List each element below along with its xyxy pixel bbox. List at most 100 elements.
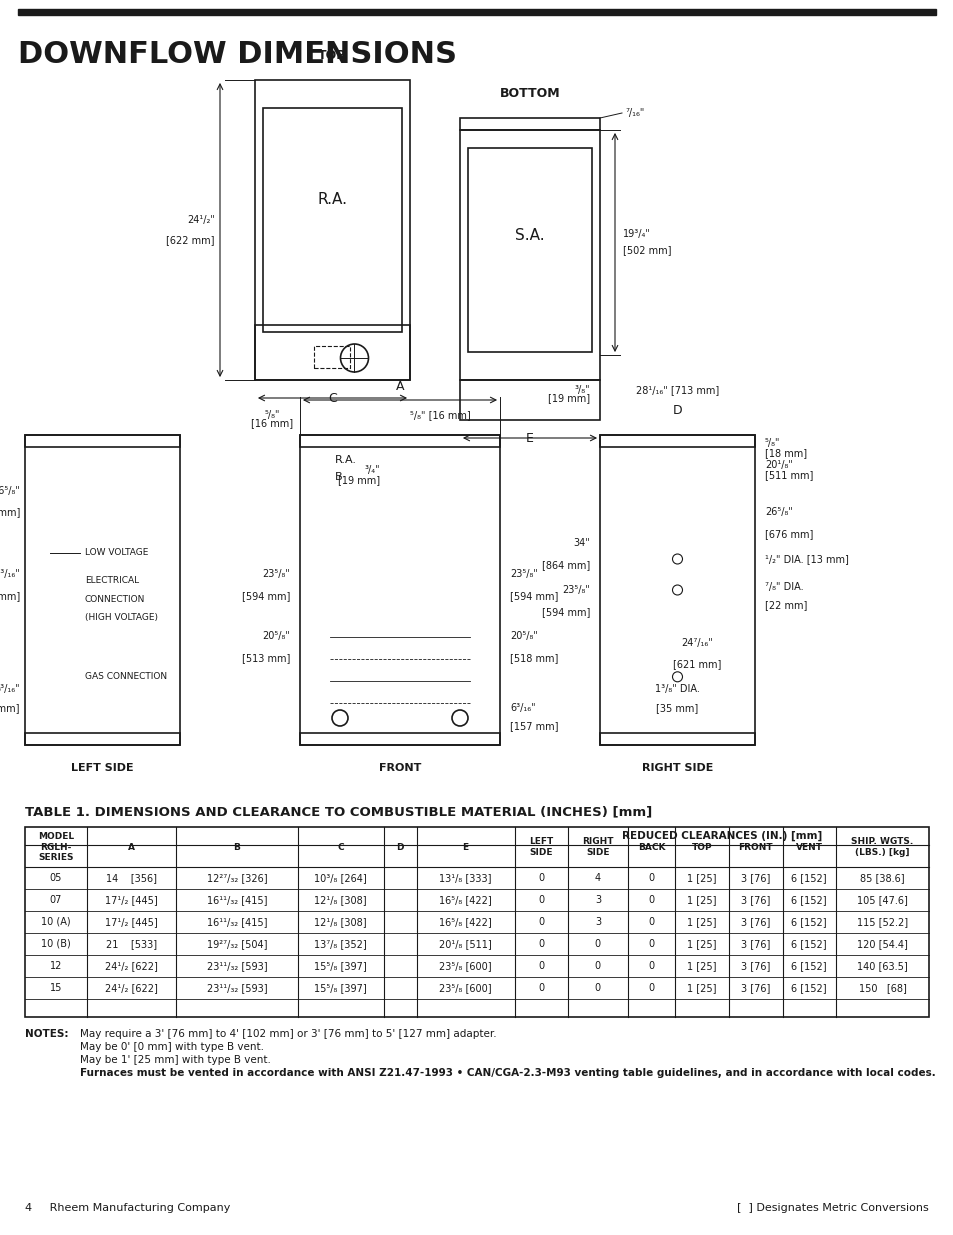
Text: 10 (B): 10 (B) [41, 939, 71, 948]
Text: 19²⁷/₃₂ [504]: 19²⁷/₃₂ [504] [207, 939, 267, 948]
Bar [25, 435, 180, 745]
Text: [518 mm]: [518 mm] [510, 653, 558, 663]
Text: LEFT SIDE: LEFT SIDE [71, 763, 133, 773]
Text: FRONT: FRONT [738, 842, 772, 851]
Text: 26⁵/₈": 26⁵/₈" [0, 485, 20, 495]
Text: R.A.: R.A. [335, 454, 356, 466]
Text: [35 mm]: [35 mm] [656, 703, 698, 713]
Text: 16¹¹/₃₂ [415]: 16¹¹/₃₂ [415] [207, 918, 267, 927]
Text: 16⁵/₈ [422]: 16⁵/₈ [422] [438, 918, 492, 927]
Text: [681 mm]: [681 mm] [0, 592, 20, 601]
Text: 23⁵/₈": 23⁵/₈" [561, 585, 589, 595]
Text: GAS CONNECTION: GAS CONNECTION [85, 672, 167, 682]
Text: 115 [52.2]: 115 [52.2] [856, 918, 907, 927]
Text: RIGHT
SIDE: RIGHT SIDE [581, 837, 613, 857]
Text: 24¹/₂": 24¹/₂" [187, 215, 214, 225]
Text: ³/₈": ³/₈" [574, 385, 589, 395]
Bar [599, 734, 754, 745]
Text: ⁷/₁₆": ⁷/₁₆" [624, 107, 643, 119]
Text: [621 mm]: [621 mm] [673, 659, 720, 669]
Text: 1 [25]: 1 [25] [686, 961, 716, 971]
Text: [157 mm]: [157 mm] [510, 721, 558, 731]
Text: ³/₄": ³/₄" [364, 466, 379, 475]
Text: 0: 0 [648, 918, 654, 927]
Text: 1 [25]: 1 [25] [686, 895, 716, 905]
Text: 3 [76]: 3 [76] [740, 983, 770, 993]
Text: [622 mm]: [622 mm] [167, 235, 214, 245]
Text: 12: 12 [50, 961, 62, 971]
Text: 0: 0 [595, 961, 600, 971]
Text: 1 [25]: 1 [25] [686, 983, 716, 993]
Text: NOTES:: NOTES: [25, 1029, 69, 1039]
Text: 13⁷/₈ [352]: 13⁷/₈ [352] [314, 939, 367, 948]
Text: 14    [356]: 14 [356] [106, 873, 157, 883]
Text: Furnaces must be vented in accordance with ANSI Z21.47-1993 • CAN/CGA-2.3-M93 ve: Furnaces must be vented in accordance wi… [80, 1068, 935, 1078]
Text: [864 mm]: [864 mm] [541, 561, 589, 571]
Text: 3: 3 [595, 895, 600, 905]
Text: 6 [152]: 6 [152] [791, 983, 826, 993]
Text: 0: 0 [648, 939, 654, 948]
Text: 120 [54.4]: 120 [54.4] [856, 939, 907, 948]
Text: 21    [533]: 21 [533] [106, 939, 157, 948]
Text: ¹/₂" DIA. [13 mm]: ¹/₂" DIA. [13 mm] [764, 555, 848, 564]
Text: [511 mm]: [511 mm] [764, 471, 813, 480]
Bar [254, 325, 410, 380]
Text: 07: 07 [50, 895, 62, 905]
Text: May be 0' [0 mm] with type B vent.: May be 0' [0 mm] with type B vent. [80, 1042, 264, 1052]
Text: 23¹¹/₃₂ [593]: 23¹¹/₃₂ [593] [207, 983, 267, 993]
Text: ⁵/₈": ⁵/₈" [764, 438, 780, 448]
Text: TABLE 1. DIMENSIONS AND CLEARANCE TO COMBUSTIBLE MATERIAL (INCHES) [mm]: TABLE 1. DIMENSIONS AND CLEARANCE TO COM… [25, 805, 652, 818]
Text: 28¹/₁₆" [713 mm]: 28¹/₁₆" [713 mm] [636, 385, 719, 395]
Text: TOP: TOP [691, 842, 712, 851]
Text: 23⁵/₈ [600]: 23⁵/₈ [600] [439, 961, 492, 971]
Text: 4: 4 [595, 873, 600, 883]
Text: 12¹/₈ [308]: 12¹/₈ [308] [314, 895, 367, 905]
Text: 3 [76]: 3 [76] [740, 918, 770, 927]
Text: May require a 3' [76 mm] to 4' [102 mm] or 3' [76 mm] to 5' [127 mm] adapter.: May require a 3' [76 mm] to 4' [102 mm] … [80, 1029, 497, 1039]
Text: [  ] Designates Metric Conversions: [ ] Designates Metric Conversions [737, 1203, 928, 1213]
Bar [299, 435, 499, 745]
Text: DOWNFLOW DIMENSIONS: DOWNFLOW DIMENSIONS [18, 40, 456, 69]
Text: 16¹¹/₃₂ [415]: 16¹¹/₃₂ [415] [207, 895, 267, 905]
Text: 105 [47.6]: 105 [47.6] [856, 895, 907, 905]
Text: 3 [76]: 3 [76] [740, 939, 770, 948]
Text: 6³/₁₆": 6³/₁₆" [0, 684, 20, 694]
Text: (HIGH VOLTAGE): (HIGH VOLTAGE) [85, 614, 158, 622]
Text: 0: 0 [537, 961, 544, 971]
Bar [459, 119, 599, 130]
Text: 6 [152]: 6 [152] [791, 961, 826, 971]
Text: 26¹³/₁₆": 26¹³/₁₆" [0, 569, 20, 579]
Text: [594 mm]: [594 mm] [510, 592, 558, 601]
Text: D: D [396, 842, 403, 851]
Text: [19 mm]: [19 mm] [547, 393, 589, 403]
Text: R.A.: R.A. [317, 193, 347, 207]
Text: 6 [152]: 6 [152] [791, 939, 826, 948]
Text: 23¹¹/₃₂ [593]: 23¹¹/₃₂ [593] [207, 961, 267, 971]
Text: 6 [152]: 6 [152] [791, 918, 826, 927]
Text: [22 mm]: [22 mm] [764, 600, 806, 610]
Bar [314, 346, 350, 368]
Text: D: D [672, 404, 681, 416]
Text: REDUCED CLEARANCES (IN.) [mm]: REDUCED CLEARANCES (IN.) [mm] [621, 831, 821, 841]
Text: 12²⁷/₃₂ [326]: 12²⁷/₃₂ [326] [207, 873, 267, 883]
Text: 24⁷/₁₆": 24⁷/₁₆" [680, 637, 713, 647]
Text: 6 [152]: 6 [152] [791, 873, 826, 883]
Text: [157 mm]: [157 mm] [0, 703, 20, 713]
Text: 16⁵/₈ [422]: 16⁵/₈ [422] [438, 895, 492, 905]
Text: 0: 0 [595, 939, 600, 948]
Text: 1 [25]: 1 [25] [686, 918, 716, 927]
Text: A: A [395, 380, 404, 393]
Text: 20¹/₈": 20¹/₈" [764, 459, 792, 471]
Text: 0: 0 [648, 983, 654, 993]
Text: ELECTRICAL: ELECTRICAL [85, 577, 139, 585]
Text: 20¹/₈ [511]: 20¹/₈ [511] [438, 939, 492, 948]
Text: 0: 0 [648, 873, 654, 883]
Text: [502 mm]: [502 mm] [622, 246, 671, 256]
Bar [299, 435, 499, 447]
Text: 23⁵/₈": 23⁵/₈" [510, 569, 537, 579]
Text: 3: 3 [595, 918, 600, 927]
Text: 15⁵/₈ [397]: 15⁵/₈ [397] [314, 983, 367, 993]
Text: 34": 34" [573, 538, 589, 548]
Text: ⁵/₈": ⁵/₈" [264, 410, 279, 420]
Text: 10³/₈ [264]: 10³/₈ [264] [314, 873, 367, 883]
